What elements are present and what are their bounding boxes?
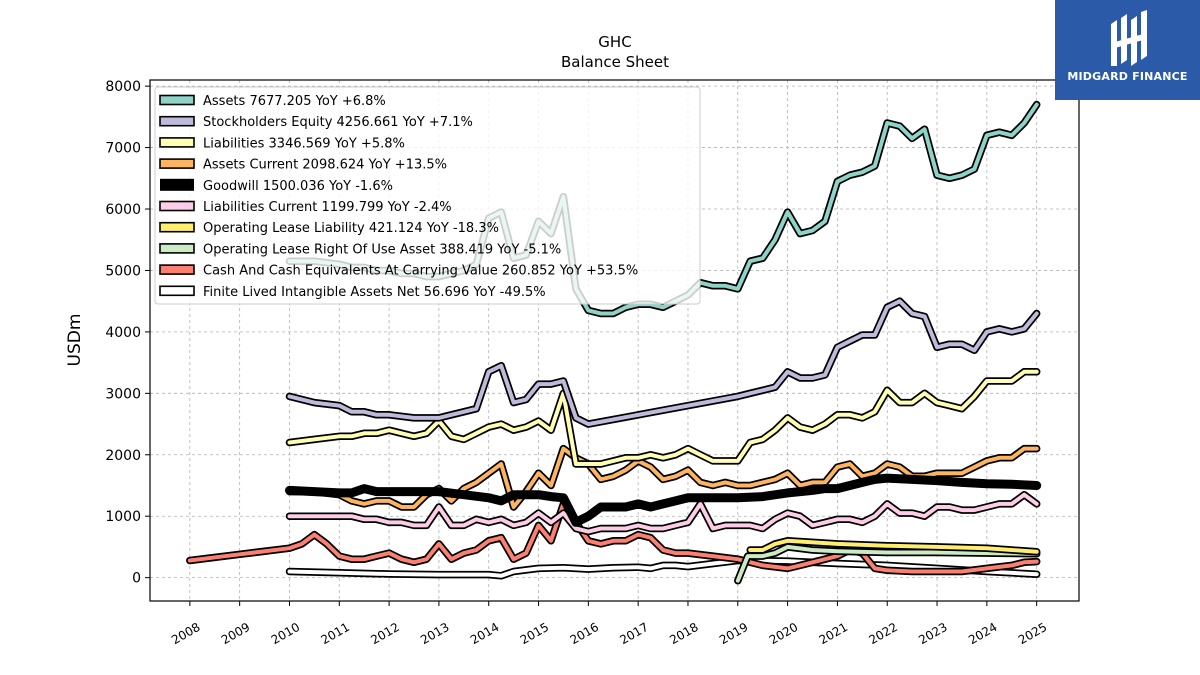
- series-layer: [186, 100, 1042, 585]
- legend-swatch: [159, 94, 195, 106]
- y-axis: 0 1000 2000 3000 4000 5000 6000 7000 8000: [105, 79, 150, 587]
- x-tick-label: 2023: [916, 620, 949, 647]
- legend-label: Cash And Cash Equivalents At Carrying Va…: [203, 264, 638, 279]
- legend-label: Liabilities Current 1199.799 YoY -2.4%: [203, 200, 452, 215]
- legend-label: Assets 7677.205 YoY +6.8%: [203, 94, 386, 109]
- x-tick-label: 2014: [468, 620, 501, 647]
- series-7: [734, 543, 1041, 585]
- x-axis: 2008 2009 2010 2011 2012 2013 2014 2015 2016 2017…: [169, 601, 1049, 647]
- y-tick-label: 7000: [105, 141, 141, 157]
- chart-title: GHC: [598, 33, 631, 51]
- y-tick-label: 6000: [105, 202, 141, 218]
- x-tick-label: 2012: [368, 620, 401, 647]
- legend-swatch: [160, 178, 194, 191]
- legend-swatch: [159, 264, 195, 275]
- legend-item: Operating Lease Right Of Use Asset 388.4…: [159, 242, 561, 257]
- y-tick-label: 3000: [105, 386, 141, 402]
- brand-name: MIDGARD FINANCE: [1067, 70, 1188, 83]
- x-tick-label: 2022: [866, 620, 899, 647]
- series-1: [285, 297, 1041, 428]
- legend-label: Assets Current 2098.624 YoY +13.5%: [203, 158, 447, 173]
- x-tick-label: 2010: [269, 620, 302, 647]
- legend-swatch: [159, 158, 195, 169]
- x-tick-label: 2009: [219, 620, 252, 647]
- legend-label: Operating Lease Right Of Use Asset 388.4…: [203, 242, 561, 257]
- series-2: [285, 368, 1041, 468]
- legend-swatch: [159, 137, 195, 148]
- series-line: [285, 473, 1042, 527]
- plot-frame: [149, 79, 1080, 602]
- x-tick-label: 2008: [169, 620, 202, 647]
- y-tick-label: 0: [132, 571, 141, 587]
- x-tick-label: 2011: [319, 620, 352, 647]
- legend-item: Assets Current 2098.624 YoY +13.5%: [159, 158, 447, 173]
- legend-label: Operating Lease Liability 421.124 YoY -1…: [203, 221, 499, 236]
- brand-logo: MIDGARD FINANCE: [1055, 0, 1200, 100]
- legend-item: Assets 7677.205 YoY +6.8%: [159, 94, 386, 109]
- x-tick-label: 2019: [717, 620, 750, 647]
- x-tick-label: 2018: [667, 620, 700, 647]
- chart-subtitle: Balance Sheet: [561, 53, 669, 71]
- legend-swatch: [159, 285, 195, 297]
- legend-swatch: [159, 115, 195, 127]
- legend-item: Goodwill 1500.036 YoY -1.6%: [160, 178, 393, 194]
- legend-label: Liabilities 3346.569 YoY +5.8%: [203, 136, 405, 151]
- series-line: [287, 299, 1039, 427]
- series-5: [285, 490, 1041, 536]
- y-tick-label: 1000: [105, 509, 141, 525]
- x-tick-label: 2021: [817, 620, 850, 647]
- x-tick-label: 2013: [418, 620, 451, 647]
- series-line: [735, 544, 1039, 583]
- legend-label: Finite Lived Intangible Assets Net 56.69…: [203, 285, 546, 300]
- series-line: [287, 558, 1039, 578]
- legend-label: Goodwill 1500.036 YoY -1.6%: [203, 179, 393, 194]
- series-line: [287, 492, 1039, 534]
- y-tick-label: 8000: [105, 79, 141, 95]
- series-4: [285, 473, 1042, 527]
- legend-label: Stockholders Equity 4256.661 YoY +7.1%: [203, 115, 473, 130]
- midgard-logo-icon: [1111, 10, 1147, 66]
- x-tick-label: 2024: [966, 620, 999, 647]
- x-tick-label: 2015: [518, 620, 551, 647]
- series-9: [285, 556, 1041, 580]
- legend-swatch: [159, 221, 195, 233]
- legend-swatch: [159, 200, 195, 212]
- y-tick-label: 5000: [105, 263, 141, 279]
- series-line: [748, 538, 1039, 554]
- legend-swatch: [159, 243, 195, 254]
- legend-item: Liabilities 3346.569 YoY +5.8%: [159, 136, 405, 151]
- legend-item: Liabilities Current 1199.799 YoY -2.4%: [159, 200, 452, 215]
- legend-item: Cash And Cash Equivalents At Carrying Va…: [159, 264, 638, 279]
- legend-item: Finite Lived Intangible Assets Net 56.69…: [159, 285, 546, 300]
- x-tick-label: 2020: [767, 620, 800, 647]
- series-line: [287, 369, 1039, 466]
- x-tick-label: 2025: [1016, 620, 1049, 647]
- y-axis-label: USDm: [65, 314, 85, 367]
- y-tick-label: 2000: [105, 448, 141, 464]
- x-tick-label: 2017: [617, 620, 650, 647]
- y-tick-label: 4000: [105, 325, 141, 341]
- legend-item: Stockholders Equity 4256.661 YoY +7.1%: [159, 115, 473, 130]
- x-tick-label: 2016: [568, 620, 601, 647]
- legend: Assets 7677.205 YoY +6.8% Stockholders Eq…: [154, 86, 701, 305]
- series-6: [746, 537, 1041, 556]
- legend-box: [154, 86, 701, 305]
- legend-item: Operating Lease Liability 421.124 YoY -1…: [159, 221, 499, 236]
